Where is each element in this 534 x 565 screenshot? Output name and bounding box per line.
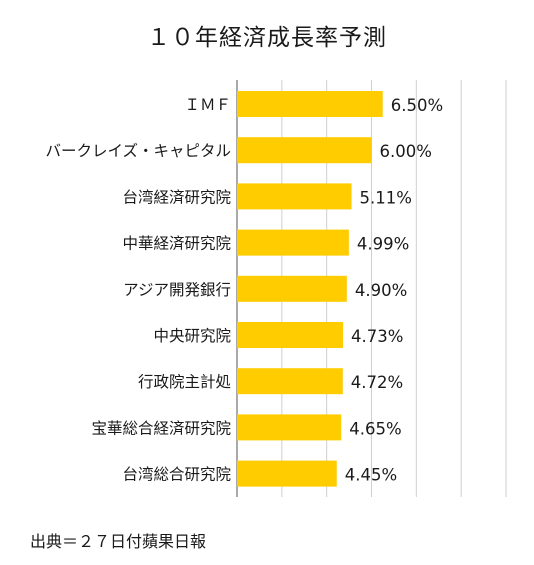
value-label: 4.65% <box>349 419 401 438</box>
bar <box>237 322 344 348</box>
category-label: 行政院主計処 <box>138 372 231 391</box>
category-label: バークレイズ・キャピタル <box>45 142 231 160</box>
category-label: ＩＭＦ <box>184 96 231 114</box>
value-label: 5.11% <box>360 188 412 207</box>
value-label: 6.50% <box>391 96 443 115</box>
category-label: 台湾総合研究院 <box>122 465 231 484</box>
value-label: 6.00% <box>380 142 432 161</box>
bar <box>237 275 347 302</box>
bars <box>237 91 383 487</box>
category-label: アジア開発銀行 <box>123 281 231 299</box>
source-note: 出典＝２７日付蘋果日報 <box>30 532 207 551</box>
bar <box>237 414 342 441</box>
chart-title: １０年経済成長率予測 <box>147 25 387 51</box>
category-label: 中央研究院 <box>153 326 231 345</box>
value-label: 4.72% <box>351 373 403 392</box>
bar <box>237 460 337 487</box>
category-label: 中華経済研究院 <box>122 234 231 253</box>
value-label: 4.99% <box>357 235 409 254</box>
bar <box>237 91 383 117</box>
category-label: 台湾経済研究院 <box>122 187 231 206</box>
bar <box>237 229 349 256</box>
value-label: 4.45% <box>345 466 397 485</box>
value-label: 4.73% <box>351 327 403 346</box>
bar <box>237 183 352 210</box>
category-label: 宝華総合経済研究院 <box>91 418 231 437</box>
labels: ＩＭＦ 6.50% バークレイズ・キャピタル 6.00% 台湾経済研究院 5.11% 中華経… <box>45 96 443 485</box>
bar <box>237 137 372 164</box>
value-label: 4.90% <box>355 281 407 300</box>
bar <box>237 368 343 395</box>
